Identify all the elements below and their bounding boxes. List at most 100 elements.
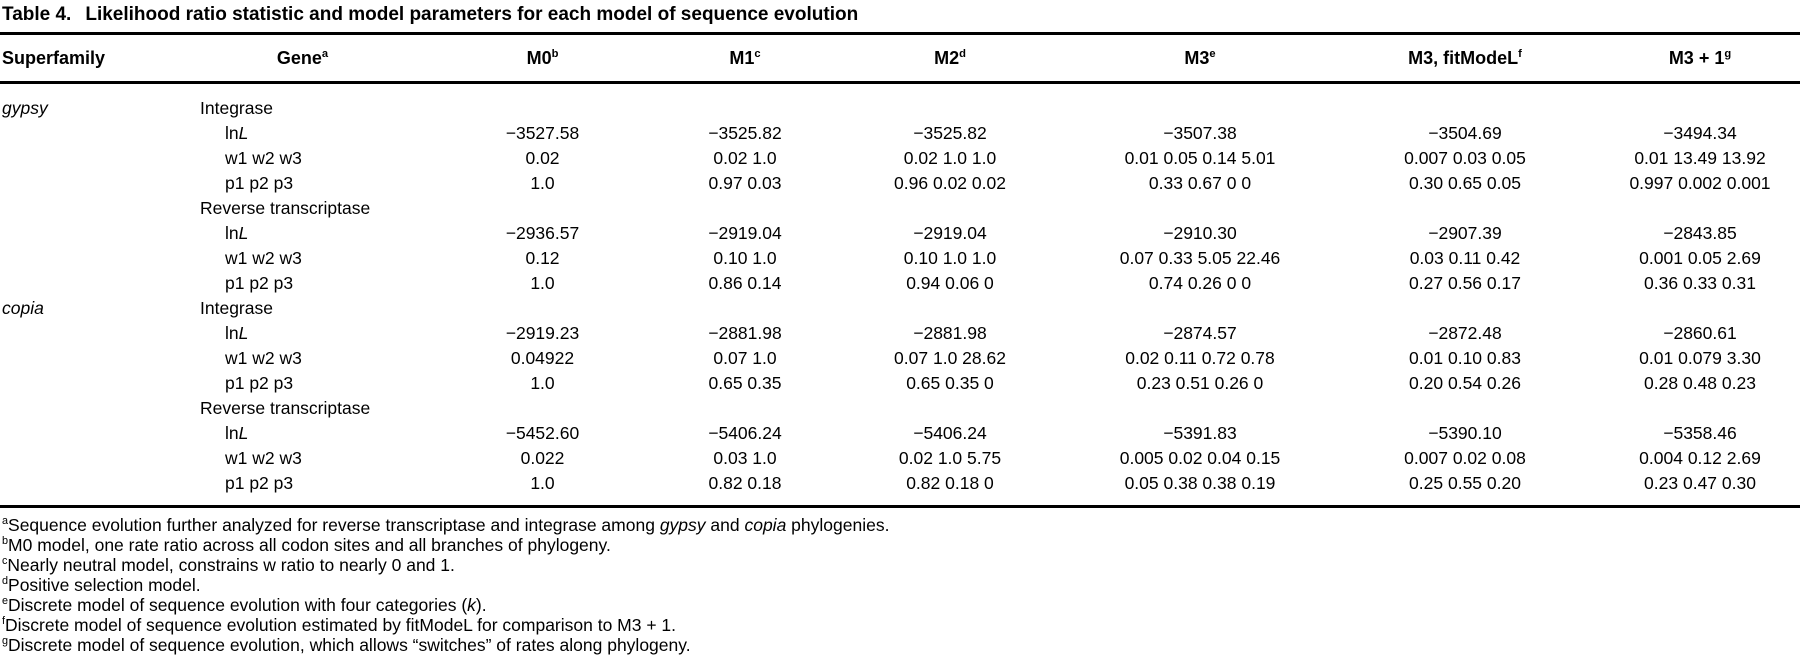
value-cell: 1.0 (530, 273, 555, 293)
value-cell: 0.007 0.03 0.05 (1404, 148, 1526, 168)
superfamily-cell (0, 396, 180, 421)
value-cell-empty (1330, 396, 1600, 421)
column-header-label: M3, fitModeL (1408, 47, 1519, 68)
superfamily-cell-empty (0, 121, 180, 146)
value-cell: −3504.69 (1428, 123, 1502, 143)
value-cell: 0.10 1.0 1.0 (903, 248, 997, 268)
value-cell: 0.02 1.0 (713, 148, 777, 168)
param-label-cell: w1 w2 w3 (225, 248, 302, 268)
column-header-label: Gene (276, 47, 322, 68)
footnote-marker: c (2, 555, 8, 568)
value-cell-empty (830, 296, 1070, 321)
value-cell: −2872.48 (1428, 323, 1502, 343)
value-cell-empty (1070, 196, 1330, 221)
value-cell: 0.001 0.05 2.69 (1639, 248, 1761, 268)
value-cell: −2910.30 (1163, 223, 1237, 243)
value-cell: 0.12 (525, 248, 560, 268)
value-cell: 0.07 1.0 28.62 (894, 348, 1006, 368)
superfamily-cell-empty (0, 246, 180, 271)
param-label-cell: p1 p2 p3 (225, 273, 294, 293)
column-header-m1: M1c (660, 48, 830, 69)
value-cell: −2936.57 (505, 223, 580, 243)
column-header-footnote-marker: f (1518, 47, 1522, 60)
param-label-cell: p1 p2 p3 (225, 373, 294, 393)
param-row: w1 w2 w3 0.04922 0.07 1.0 0.07 1.0 28.62 0.0… (0, 346, 1800, 371)
value-cell: 0.33 0.67 0 0 (1148, 173, 1252, 193)
footnote-line: fDiscrete model of sequence evolution es… (2, 615, 677, 635)
column-header-label: M0 (526, 47, 552, 68)
value-cell: 0.97 0.03 (708, 173, 782, 193)
table-caption: Table 4. Likelihood ratio statistic and m… (0, 0, 1800, 32)
value-cell: −5452.60 (505, 423, 580, 443)
value-cell: −2843.85 (1663, 223, 1737, 243)
value-cell: 0.004 0.12 2.69 (1639, 448, 1761, 468)
value-cell: −5391.83 (1163, 423, 1237, 443)
gene-row: copia Integrase (0, 296, 1800, 321)
superfamily-cell-empty (0, 221, 180, 246)
value-cell: −3525.82 (708, 123, 782, 143)
column-header-footnote-marker: d (959, 47, 966, 60)
value-cell: −2907.39 (1428, 223, 1502, 243)
param-label-cell: w1 w2 w3 (225, 148, 302, 168)
superfamily-cell: gypsy (2, 98, 48, 118)
value-cell: 0.82 0.18 0 (906, 473, 994, 493)
column-header-m3-1: M3 + 1g (1600, 48, 1800, 69)
superfamily-cell-empty (0, 346, 180, 371)
value-cell: 0.07 0.33 5.05 22.46 (1119, 248, 1281, 268)
value-cell: −2919.04 (913, 223, 987, 243)
superfamily-cell-empty (0, 171, 180, 196)
param-label-cell: lnL (225, 223, 249, 243)
value-cell: 0.07 1.0 (713, 348, 777, 368)
table-title: Likelihood ratio statistic and model par… (85, 4, 859, 25)
value-cell: 0.65 0.35 0 (906, 373, 994, 393)
value-cell: −5358.46 (1663, 423, 1737, 443)
value-cell-empty (425, 396, 660, 421)
param-label-cell: lnL (225, 323, 249, 343)
value-cell: −3494.34 (1663, 123, 1737, 143)
value-cell: 0.007 0.02 0.08 (1404, 448, 1526, 468)
param-row: p1 p2 p3 1.0 0.82 0.18 0.82 0.18 0 0.05 0.38… (0, 471, 1800, 496)
value-cell: 0.02 1.0 1.0 (903, 148, 997, 168)
header-rule (0, 81, 1800, 84)
value-cell: 0.20 0.54 0.26 (1409, 373, 1521, 393)
value-cell-empty (660, 396, 830, 421)
column-header-label: M1 (729, 47, 755, 68)
value-cell: 0.94 0.06 0 (906, 273, 994, 293)
column-header-label: M3 + 1 (1668, 47, 1725, 68)
gene-name-cell: Reverse transcriptase (200, 198, 371, 218)
value-cell-empty (425, 296, 660, 321)
param-row: p1 p2 p3 1.0 0.65 0.35 0.65 0.35 0 0.23 0.51… (0, 371, 1800, 396)
value-cell-empty (1330, 296, 1600, 321)
column-header-label: M3 (1184, 47, 1210, 68)
column-header-label: Superfamily (2, 47, 106, 68)
value-cell: 0.005 0.02 0.04 0.15 (1119, 448, 1281, 468)
value-cell: 0.03 0.11 0.42 (1409, 248, 1521, 268)
param-label-cell: lnL (225, 123, 249, 143)
value-cell-empty (830, 96, 1070, 121)
param-row: w1 w2 w3 0.022 0.03 1.0 0.02 1.0 5.75 0.005 … (0, 446, 1800, 471)
value-cell: 0.28 0.48 0.23 (1644, 373, 1756, 393)
value-cell: −5390.10 (1428, 423, 1502, 443)
footnote-line: aSequence evolution further analyzed for… (2, 515, 890, 535)
value-cell-empty (425, 196, 660, 221)
param-row: w1 w2 w3 0.02 0.02 1.0 0.02 1.0 1.0 0.01 0.0… (0, 146, 1800, 171)
footnote-marker: a (2, 515, 9, 528)
superfamily-cell-empty (0, 271, 180, 296)
value-cell: −3525.82 (913, 123, 987, 143)
value-cell: 0.74 0.26 0 0 (1148, 273, 1252, 293)
value-cell: 0.27 0.56 0.17 (1409, 273, 1521, 293)
value-cell: 0.022 (520, 448, 565, 468)
value-cell-empty (660, 196, 830, 221)
value-cell: −2919.04 (708, 223, 782, 243)
gene-row: gypsy Integrase (0, 96, 1800, 121)
gene-row: Reverse transcriptase (0, 396, 1800, 421)
value-cell: −3507.38 (1163, 123, 1237, 143)
column-header-footnote-marker: e (1209, 47, 1216, 60)
value-cell: 0.82 0.18 (708, 473, 782, 493)
value-cell: 0.997 0.002 0.001 (1629, 173, 1771, 193)
footnote-marker: d (2, 575, 9, 588)
value-cell: 0.96 0.02 0.02 (894, 173, 1006, 193)
column-header-m0: M0b (425, 48, 660, 69)
superfamily-cell-empty (0, 321, 180, 346)
